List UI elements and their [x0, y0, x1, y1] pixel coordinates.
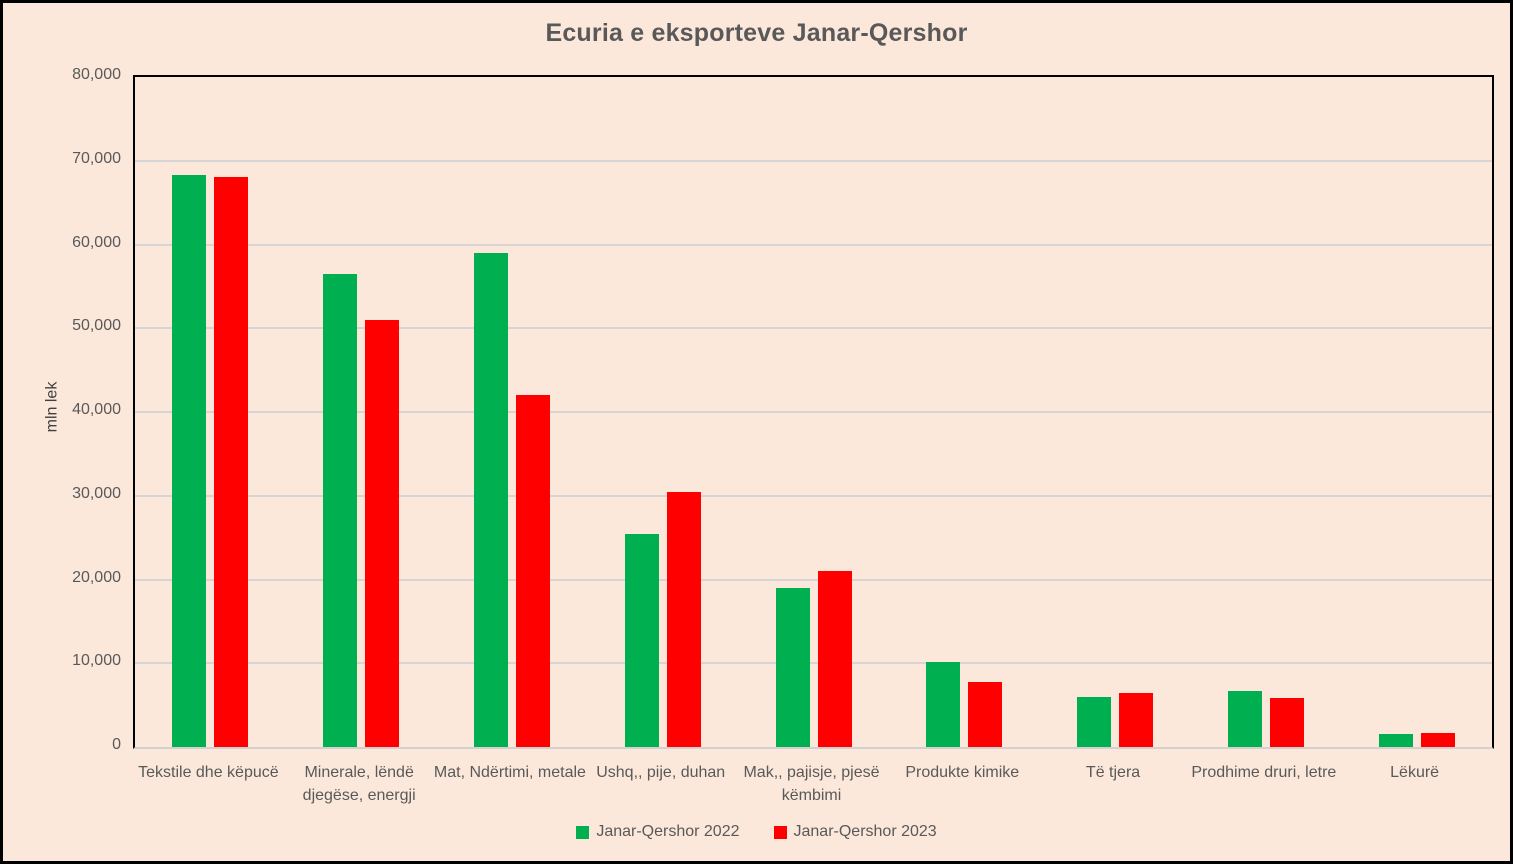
bar-2023	[817, 571, 852, 747]
bar-group	[624, 492, 701, 747]
x-axis-category-label: Produkte kimike	[905, 764, 1020, 781]
legend-item: Janar-Qershor 2022	[576, 823, 740, 841]
y-tick-label: 40,000	[72, 401, 121, 418]
legend-swatch-icon	[576, 825, 590, 839]
bar-group	[926, 662, 1003, 747]
legend-label: Janar-Qershor 2023	[793, 823, 937, 840]
bar-2022	[1378, 734, 1413, 747]
y-tick-label: 10,000	[72, 652, 121, 670]
legend-item: Janar-Qershor 2023	[773, 823, 937, 841]
bar-2022	[473, 253, 508, 747]
bar-2022	[172, 175, 207, 747]
gridline	[135, 159, 1492, 162]
y-tick-label: 60,000	[72, 233, 121, 251]
bar-2022	[1227, 691, 1262, 747]
legend: Janar-Qershor 2022 Janar-Qershor 2023	[3, 823, 1510, 841]
bar-2023	[666, 492, 701, 747]
legend-label: Janar-Qershor 2022	[596, 823, 740, 840]
bar-2023	[1119, 693, 1154, 747]
x-axis-category-label: Të tjera	[1085, 764, 1141, 781]
bar-group	[323, 274, 400, 747]
chart-title: Ecuria e eksporteve Janar-Qershor	[545, 19, 968, 47]
x-axis-category-label: Prodhime druri, letre	[1191, 764, 1337, 781]
x-axis-category-label: Mak,, pajisje, pjesë këmbimi	[743, 764, 880, 805]
y-tick-label: 80,000	[72, 66, 121, 83]
plot-area	[133, 75, 1494, 749]
bar-2022	[1077, 697, 1112, 747]
bar-group	[1227, 691, 1304, 747]
bar-2022	[926, 662, 961, 747]
bar-2022	[775, 588, 810, 747]
bar-group	[1378, 733, 1455, 747]
bar-2023	[365, 320, 400, 747]
bar-2023	[214, 177, 249, 747]
bar-2022	[323, 274, 358, 747]
gridline	[135, 662, 1492, 665]
bar-group	[172, 175, 249, 747]
gridline	[135, 578, 1492, 581]
x-axis-category-label: Minerale, lëndë djegëse, energji	[302, 764, 416, 805]
gridline	[135, 327, 1492, 330]
bar-2023	[1269, 698, 1304, 747]
y-tick-label: 70,000	[72, 149, 121, 167]
bar-2023	[515, 395, 550, 747]
x-axis-category-label: Tekstile dhe këpucë	[138, 764, 279, 781]
bar-group	[775, 571, 852, 747]
bar-2023	[968, 682, 1003, 747]
x-axis-category-label: Mat, Ndërtimi, metale	[433, 764, 586, 781]
bar-group	[1077, 693, 1154, 747]
y-tick-label: 50,000	[72, 317, 121, 335]
gridline	[135, 411, 1492, 413]
legend-swatch-icon	[773, 825, 787, 839]
bar-2022	[624, 534, 659, 747]
bar-2023	[1420, 733, 1455, 747]
gridline	[135, 243, 1492, 246]
x-axis-category-label: Ushq,, pije, duhan	[596, 764, 726, 781]
x-axis-category-label: Lëkurë	[1390, 764, 1440, 781]
y-tick-label: 0	[112, 736, 121, 753]
gridline	[135, 494, 1492, 497]
y-tick-label: 30,000	[72, 484, 121, 502]
y-tick-label: 20,000	[72, 568, 121, 586]
bar-group	[473, 253, 550, 747]
